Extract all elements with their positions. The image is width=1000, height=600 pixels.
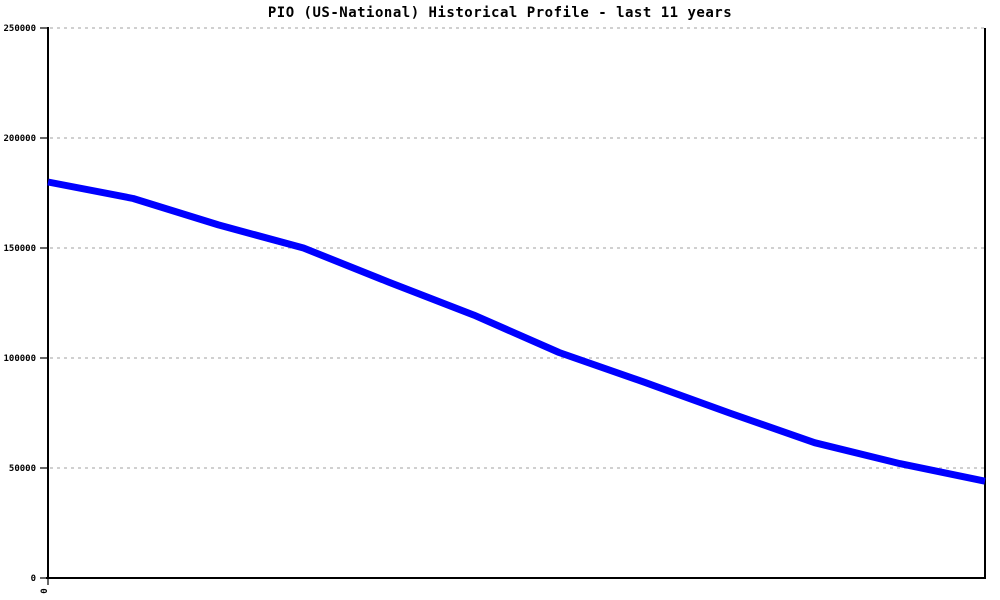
y-tick-label: 50000: [9, 464, 36, 474]
chart-title: PIO (US-National) Historical Profile - l…: [267, 5, 733, 21]
data-line-series: [47, 178, 986, 485]
x-tick-label: 0: [40, 588, 50, 593]
y-tick-label: 200000: [3, 134, 36, 144]
y-tick-label: 150000: [3, 244, 36, 254]
y-tick-label: 0: [31, 574, 36, 584]
y-tick-label: 100000: [3, 354, 36, 364]
y-tick-label: 250000: [3, 24, 36, 34]
